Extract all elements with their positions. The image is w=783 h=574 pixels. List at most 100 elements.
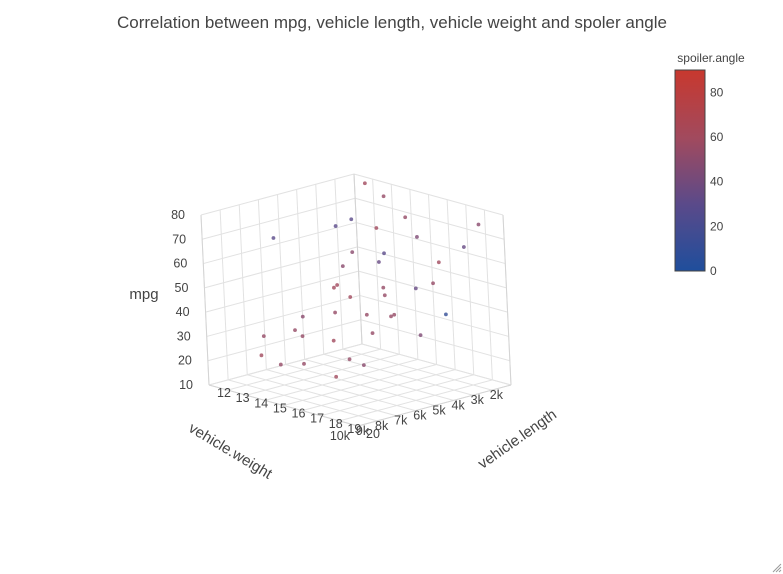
data-point[interactable] bbox=[259, 353, 264, 358]
data-point[interactable] bbox=[300, 334, 305, 339]
data-point[interactable] bbox=[364, 312, 369, 317]
wall-gridline bbox=[206, 294, 360, 337]
wall-gridline bbox=[207, 319, 361, 362]
colorbar: spoiler.angle 0 20 40 60 80 bbox=[674, 51, 745, 278]
x-tick-label: 8k bbox=[375, 419, 389, 433]
data-point[interactable] bbox=[334, 374, 339, 379]
wall-gridline bbox=[356, 222, 506, 265]
wall-gridline bbox=[334, 179, 344, 350]
y-tick-label: 19 bbox=[347, 422, 361, 436]
box-edge bbox=[357, 384, 512, 427]
data-point[interactable] bbox=[335, 283, 340, 287]
data-point[interactable] bbox=[293, 328, 297, 333]
data-point[interactable] bbox=[418, 333, 423, 338]
wall-gridline bbox=[296, 189, 306, 360]
data-point[interactable] bbox=[300, 314, 305, 319]
data-point[interactable] bbox=[382, 293, 387, 298]
data-point[interactable] bbox=[476, 222, 481, 227]
wall-gridline bbox=[315, 184, 325, 355]
colorbar-tick-label: 40 bbox=[710, 175, 724, 189]
data-point[interactable] bbox=[461, 245, 466, 249]
floor-gridline bbox=[339, 379, 493, 422]
data-point[interactable] bbox=[374, 226, 379, 230]
wall-gridline bbox=[361, 343, 512, 386]
wall-gridline bbox=[483, 209, 493, 380]
data-point[interactable] bbox=[261, 334, 266, 339]
z-tick-label: 60 bbox=[173, 257, 187, 271]
colorbar-tick-label: 0 bbox=[710, 264, 717, 278]
data-point[interactable] bbox=[431, 281, 435, 286]
data-point[interactable] bbox=[382, 251, 386, 256]
box-edge bbox=[200, 214, 210, 386]
colorbar-title: spoiler.angle bbox=[677, 51, 745, 65]
box-edge bbox=[502, 214, 512, 386]
data-point[interactable] bbox=[362, 181, 367, 186]
data-point[interactable] bbox=[444, 312, 448, 317]
data-point[interactable] bbox=[332, 285, 336, 290]
y-tick-label: 18 bbox=[329, 417, 343, 431]
box-edge bbox=[208, 384, 359, 427]
wall-gridline bbox=[446, 199, 456, 370]
data-point[interactable] bbox=[381, 194, 386, 199]
data-point[interactable] bbox=[392, 312, 397, 317]
wall-gridline bbox=[359, 294, 509, 337]
grid-lines bbox=[200, 173, 512, 427]
data-point[interactable] bbox=[333, 224, 338, 228]
z-axis-title: mpg bbox=[129, 286, 158, 303]
colorbar-gradient bbox=[674, 69, 706, 272]
z-tick-label: 30 bbox=[177, 329, 191, 343]
wall-gridline bbox=[200, 173, 355, 216]
wall-gridline bbox=[355, 197, 505, 240]
y-tick-label: 12 bbox=[217, 386, 231, 400]
x-tick-label: 10k bbox=[330, 429, 351, 443]
x-tick-label: 5k bbox=[432, 403, 446, 417]
data-point[interactable] bbox=[349, 217, 354, 222]
wall-gridline bbox=[428, 194, 437, 365]
floor-gridline bbox=[227, 348, 381, 391]
y-tick-label: 14 bbox=[254, 396, 268, 410]
x-tick-label: 6k bbox=[413, 409, 427, 423]
wall-gridline bbox=[238, 204, 248, 375]
floor-gridline bbox=[301, 369, 456, 412]
wall-gridline bbox=[358, 270, 508, 313]
data-point[interactable] bbox=[278, 362, 283, 367]
wall-gridline bbox=[219, 209, 229, 380]
x-tick-label: 2k bbox=[490, 388, 504, 402]
data-point[interactable] bbox=[403, 215, 408, 220]
data-point[interactable] bbox=[347, 357, 352, 362]
x-tick-label: 9k bbox=[356, 424, 370, 438]
box-edge bbox=[353, 173, 363, 345]
data-point[interactable] bbox=[331, 338, 336, 343]
data-point[interactable] bbox=[361, 363, 366, 368]
floor-gridline bbox=[246, 353, 400, 396]
x-tick-label: 7k bbox=[394, 414, 408, 428]
x-tick-label: 4k bbox=[452, 398, 466, 412]
wall-gridline bbox=[360, 319, 510, 362]
data-points[interactable] bbox=[259, 181, 481, 379]
floor-gridline bbox=[283, 364, 437, 406]
data-point[interactable] bbox=[350, 250, 355, 255]
data-point[interactable] bbox=[436, 260, 441, 265]
z-tick-label: 20 bbox=[178, 354, 192, 368]
data-point[interactable] bbox=[340, 264, 345, 268]
x-tick-label: 3k bbox=[471, 393, 485, 407]
data-point[interactable] bbox=[376, 260, 381, 264]
data-point[interactable] bbox=[271, 236, 276, 240]
wall-gridline bbox=[203, 222, 357, 265]
colorbar-tick-label: 20 bbox=[710, 219, 724, 233]
data-point[interactable] bbox=[370, 331, 375, 336]
wall-gridline bbox=[372, 179, 382, 350]
wall-gridline bbox=[204, 246, 358, 289]
data-point[interactable] bbox=[348, 295, 353, 299]
resize-grip-icon[interactable] bbox=[772, 563, 782, 573]
data-point[interactable] bbox=[415, 235, 419, 239]
data-point[interactable] bbox=[381, 285, 386, 290]
data-point[interactable] bbox=[302, 361, 306, 366]
wall-gridline bbox=[465, 204, 475, 375]
y-tick-label: 13 bbox=[236, 391, 250, 405]
data-point[interactable] bbox=[413, 286, 418, 291]
data-point[interactable] bbox=[389, 314, 393, 319]
y-tick-label: 15 bbox=[273, 401, 287, 415]
data-point[interactable] bbox=[333, 310, 337, 315]
